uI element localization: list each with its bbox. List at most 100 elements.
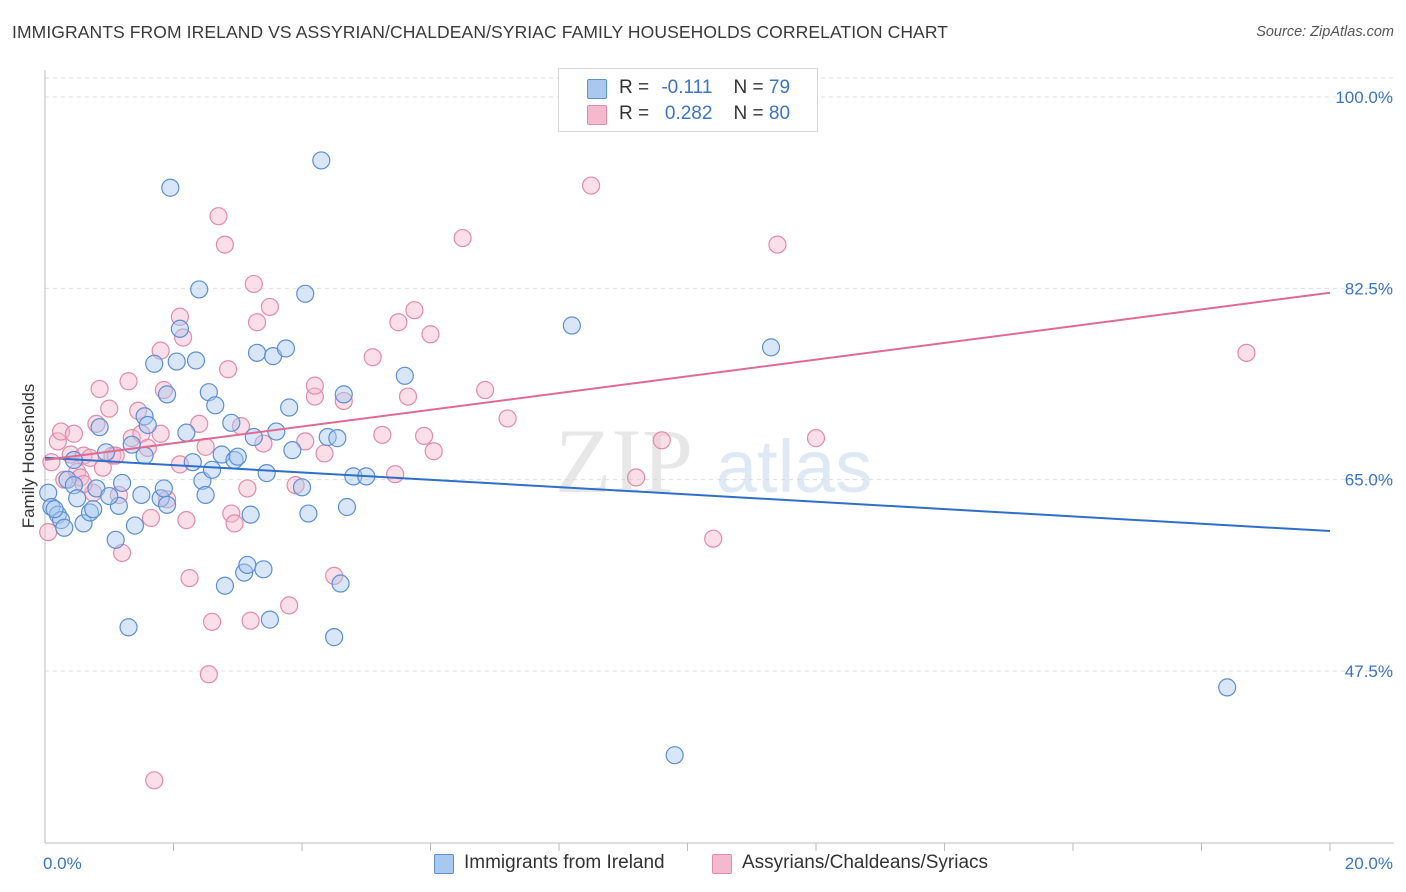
data-point-blue xyxy=(167,352,186,371)
data-point-blue xyxy=(186,351,206,370)
data-point-pink xyxy=(296,432,315,451)
x-tick-label: 0.0% xyxy=(43,854,82,873)
data-point-pink xyxy=(238,479,257,498)
data-point-blue xyxy=(312,151,331,170)
data-point-blue xyxy=(318,427,337,447)
data-point-pink xyxy=(386,465,405,484)
legend-n-label: N = xyxy=(733,103,764,124)
data-point-pink xyxy=(582,176,601,195)
data-point-pink xyxy=(373,425,392,444)
data-point-blue xyxy=(238,555,257,575)
data-point-blue xyxy=(135,446,154,465)
data-point-pink xyxy=(177,511,196,530)
data-point-blue xyxy=(247,343,267,362)
data-point-blue xyxy=(112,473,132,493)
legend-r-value: -0.111 xyxy=(661,77,713,98)
y-tick-label: 82.5% xyxy=(1345,279,1393,298)
data-point-blue xyxy=(170,319,190,338)
data-point-pink xyxy=(39,523,58,542)
data-point-blue xyxy=(562,316,581,335)
data-point-blue xyxy=(761,338,781,357)
data-point-blue xyxy=(280,398,299,417)
data-point-blue xyxy=(39,483,58,502)
legend-swatch-pink xyxy=(712,854,732,874)
watermark-zip: ZIP xyxy=(555,410,693,512)
data-point-pink xyxy=(421,325,440,344)
data-point-pink xyxy=(48,432,67,451)
data-point-pink xyxy=(363,348,382,367)
data-point-pink xyxy=(305,376,324,395)
data-point-pink xyxy=(280,596,299,615)
legend: R = -0.111 N = 79 R = 0.282 N = 80 xyxy=(558,68,818,132)
source-label: Source: ZipAtlas.com xyxy=(1256,24,1394,40)
data-point-blue xyxy=(90,418,109,437)
data-point-pink xyxy=(626,468,646,487)
legend-swatch-blue xyxy=(587,79,607,99)
watermark: ZIP atlas xyxy=(555,410,872,512)
y-tick-label: 65.0% xyxy=(1345,471,1393,490)
legend-swatch-blue xyxy=(434,854,454,874)
data-point-pink xyxy=(157,490,177,509)
data-point-blue xyxy=(328,429,347,448)
data-point-pink xyxy=(247,313,267,332)
legend-label: Immigrants from Ireland xyxy=(464,852,665,873)
chart-title: IMMIGRANTS FROM IRELAND VS ASSYRIAN/CHAL… xyxy=(12,22,949,42)
data-point-pink xyxy=(141,508,161,528)
data-point-blue xyxy=(292,478,312,497)
data-point-pink xyxy=(225,514,244,533)
trend-line-pink xyxy=(44,291,1331,461)
legend-swatch-pink xyxy=(587,105,607,125)
data-point-pink xyxy=(151,424,170,443)
data-point-pink xyxy=(334,391,353,411)
data-point-blue xyxy=(325,628,344,647)
data-point-pink xyxy=(389,313,408,332)
data-point-blue xyxy=(84,500,103,519)
data-point-blue xyxy=(151,489,170,508)
data-point-pink xyxy=(219,360,238,379)
data-point-pink xyxy=(405,301,424,320)
data-point-pink xyxy=(241,611,260,630)
data-point-blue xyxy=(80,503,100,522)
data-point-pink xyxy=(196,437,215,456)
data-point-blue xyxy=(55,518,74,537)
data-point-blue xyxy=(228,447,247,466)
data-point-blue xyxy=(257,464,276,483)
data-point-blue xyxy=(395,366,414,385)
data-point-blue xyxy=(296,284,315,303)
data-point-blue xyxy=(157,495,177,514)
data-point-pink xyxy=(244,274,263,294)
data-point-pink xyxy=(199,665,218,684)
data-point-blue xyxy=(177,423,196,442)
data-point-pink xyxy=(64,424,84,443)
data-point-blue xyxy=(222,413,241,432)
y-axis-label: Family Households xyxy=(19,384,38,529)
data-point-pink xyxy=(414,426,434,446)
data-point-blue xyxy=(119,618,138,637)
watermark-atlas: atlas xyxy=(716,425,872,508)
data-point-pink xyxy=(122,429,141,448)
trend-lines xyxy=(44,291,1331,533)
data-point-pink xyxy=(498,409,517,428)
data-point-pink xyxy=(190,414,209,434)
data-point-blue xyxy=(283,441,302,460)
legend-n-label: N = xyxy=(733,77,764,98)
data-point-blue xyxy=(157,385,177,404)
data-point-blue xyxy=(68,489,87,508)
legend-n-value: 80 xyxy=(768,103,791,124)
legend-r-label: R = xyxy=(619,103,650,124)
data-point-blue xyxy=(276,339,296,358)
data-point-pink xyxy=(215,235,234,254)
data-point-pink xyxy=(93,458,112,477)
x-tick-label: 20.0% xyxy=(1345,854,1393,873)
y-tick-label: 100.0% xyxy=(1335,88,1393,107)
data-point-blue xyxy=(260,610,279,629)
data-point-blue xyxy=(665,746,684,765)
data-point-blue xyxy=(145,354,164,373)
data-point-pink xyxy=(202,612,222,631)
data-point-blue xyxy=(100,486,119,506)
data-point-blue xyxy=(154,479,173,498)
data-point-pink xyxy=(87,414,106,434)
data-point-pink xyxy=(1237,343,1256,362)
data-point-blue xyxy=(190,280,209,299)
